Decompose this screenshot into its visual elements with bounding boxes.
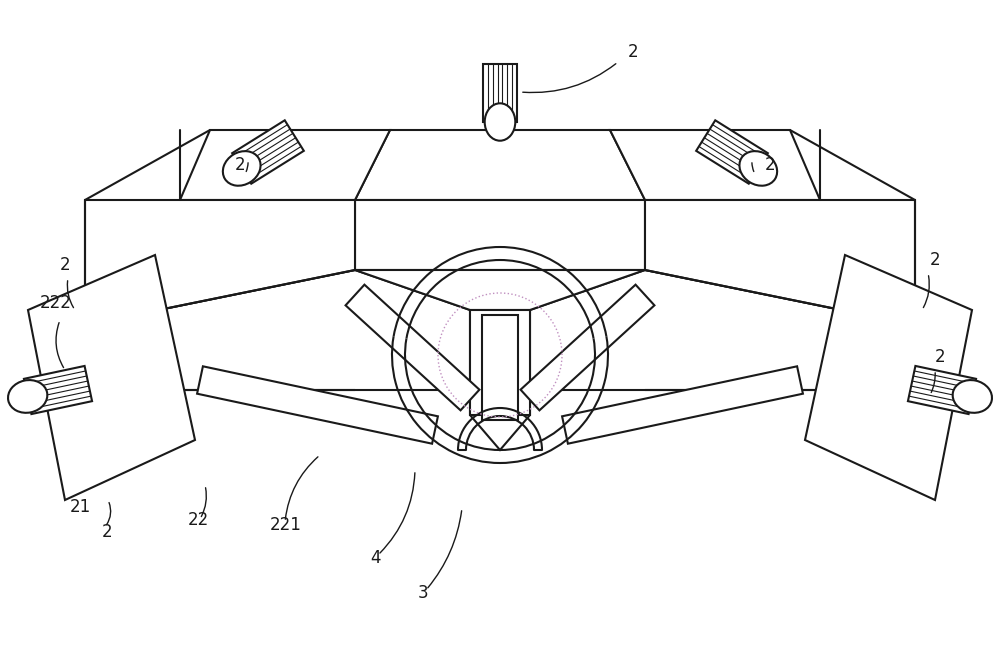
Text: 2: 2 [235, 156, 246, 174]
Polygon shape [562, 366, 803, 443]
Ellipse shape [485, 103, 515, 141]
Polygon shape [24, 366, 92, 414]
Polygon shape [197, 366, 438, 443]
Polygon shape [908, 366, 976, 414]
Polygon shape [346, 284, 479, 410]
Polygon shape [610, 130, 820, 200]
Text: 2: 2 [102, 523, 113, 541]
Polygon shape [28, 255, 195, 500]
Polygon shape [482, 315, 518, 420]
Text: 3: 3 [418, 584, 429, 602]
Ellipse shape [953, 380, 992, 413]
Polygon shape [521, 284, 654, 410]
Polygon shape [355, 130, 645, 200]
Text: 2: 2 [628, 43, 639, 61]
Text: 222: 222 [40, 294, 72, 312]
Text: 221: 221 [270, 516, 302, 534]
Polygon shape [232, 120, 304, 184]
Polygon shape [355, 270, 645, 310]
Text: 4: 4 [370, 549, 380, 567]
Text: 2: 2 [930, 251, 941, 269]
Polygon shape [85, 270, 915, 450]
Ellipse shape [8, 380, 47, 413]
Polygon shape [483, 64, 517, 122]
Text: 2: 2 [60, 256, 71, 274]
Text: 2: 2 [935, 348, 946, 366]
Polygon shape [645, 200, 915, 325]
Polygon shape [805, 255, 972, 500]
Text: 2: 2 [765, 156, 776, 174]
Polygon shape [696, 120, 768, 184]
Ellipse shape [223, 151, 261, 186]
Polygon shape [355, 200, 645, 270]
Ellipse shape [739, 151, 777, 186]
Polygon shape [470, 310, 530, 415]
Polygon shape [85, 200, 355, 325]
Polygon shape [180, 130, 390, 200]
Text: 21: 21 [70, 498, 91, 516]
Text: 22: 22 [188, 511, 209, 529]
